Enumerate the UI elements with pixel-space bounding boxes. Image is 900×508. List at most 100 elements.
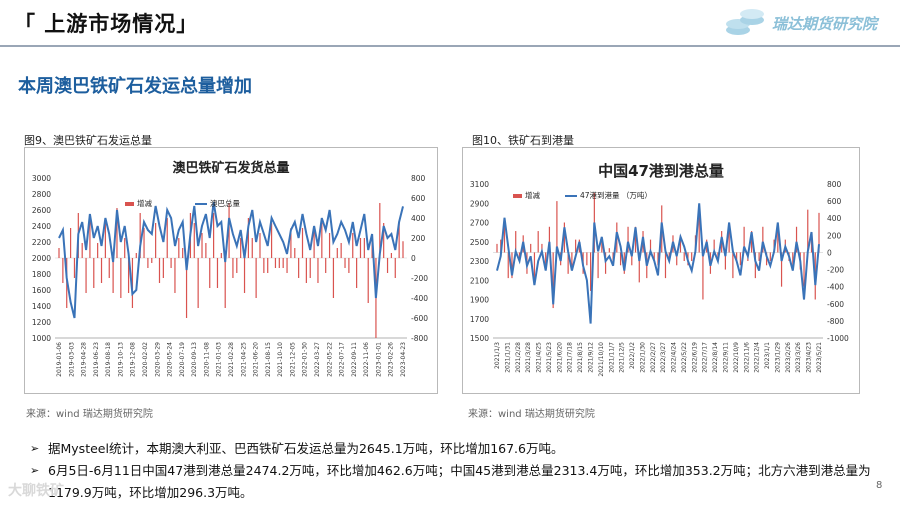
y-left-tick-label: 2400 [32,222,51,231]
bar-mark [58,248,60,258]
x-tick-label: 2021-12-05 [289,342,296,377]
x-tick-label: 2023/1/29 [774,342,781,373]
x-tick-label: 2020-02-02 [142,342,149,377]
bar-mark [301,228,304,258]
bar-mark [758,252,760,261]
bar-mark [120,258,122,298]
bar-mark [182,248,184,258]
figure-9-source: 来源：wind 瑞达期货研究院 [26,409,153,420]
bar-mark [363,238,365,258]
bar-mark [344,258,346,268]
bar-mark [124,238,126,258]
chart-2-svg: 中国47港到港总量 3100 2900 2700 2500 2300 2100 1900 170… [470,162,849,377]
bar-mark [325,258,327,273]
x-tick-label: 2019-06-23 [93,342,100,377]
page-number: 8 [876,480,883,491]
bar-mark [73,258,76,278]
x-tick-label: 2019-08-18 [105,342,112,377]
bar-mark [251,238,253,258]
x-tick-label: 2022/1/30 [639,342,646,373]
x-tick-label: 2023/5/21 [816,342,823,373]
y-right-tick-label: -1000 [827,334,849,343]
bar-mark [664,252,667,279]
chart-frame-1: 澳巴铁矿石发货总量 3000 2800 2600 2400 2200 2000 1800 160… [24,147,438,394]
bar-mark [93,258,95,288]
bar-mark [713,239,715,253]
x-tick-label: 2022/5/22 [681,342,688,373]
bar-mark [818,212,820,253]
x-tick-label: 2021/7/18 [567,342,574,373]
bar-mark [394,258,396,278]
bar-mark [286,258,288,273]
x-tick-label: 2021/1/3 [494,342,501,369]
x-tick-label: 2022-01-30 [302,342,309,377]
bar-mark [100,258,103,283]
y-right-tick-label: 800 [411,174,426,183]
x-tick-label: 2021-10-10 [277,342,284,377]
x-tick-label: 2022-05-22 [326,342,333,377]
y-right-tick-label: -800 [827,317,844,326]
bar-mark [541,243,543,253]
x-tick-label: 2021/12/5 [619,342,626,373]
x-tick-label: 2022/10/9 [733,342,740,373]
legend-label: 增减 [137,198,152,208]
x-tick-label: 2022/11/6 [743,342,750,373]
bar-mark [537,231,539,253]
bar-mark [545,252,547,270]
bar-mark [236,258,238,273]
y-left-tick-label: 1900 [470,296,489,305]
bar-mark [379,203,381,258]
x-tick-label: 2021-08-15 [265,342,272,377]
bar-mark [649,239,652,253]
bar-mark [530,243,532,253]
bar-mark [127,258,130,293]
bar-mark [552,252,554,309]
x-tick-label: 2021-04-25 [240,342,247,377]
line-series [58,201,404,319]
bullet-list: ➢ 据Mysteel统计，本期澳大利亚、巴西铁矿石发运总量为2645.1万吨，环… [30,438,880,504]
bar-mark [634,226,637,253]
y-right-tick-label: -600 [827,300,844,309]
x-tick-label: 2020-05-24 [167,342,174,377]
bar-mark [383,223,385,258]
bar-mark [511,252,513,279]
x-tick-label: 2021/9/12 [587,342,594,373]
x-tick-label: 2019-10-13 [117,342,124,377]
bar-mark [769,252,771,261]
y-left-tick-label: 3100 [470,180,489,189]
legend-label: 增减 [525,190,540,200]
y-left-tick-label: 3000 [32,174,51,183]
bar-mark [220,253,222,258]
bar-mark [209,258,211,288]
x-tick-label: 2023-04-23 [400,342,407,377]
x-tick-label: 2021/1/31 [504,342,511,373]
y-right-tick-label: 600 [411,194,426,203]
bar-mark [170,258,172,268]
figure-9-title: 图9、澳巴铁矿石发运总量 [24,134,152,147]
x-tick-label: 2019-03-03 [68,342,75,377]
y-left-tick-label: 1200 [32,318,51,327]
bar-mark [151,258,153,263]
x-tick-label: 2021/11/7 [608,342,615,373]
x-tick-label: 2023/3/26 [795,342,802,373]
bar-mark [751,231,753,253]
y-left-tick-label: 1800 [32,270,51,279]
bar-mark [259,233,261,258]
bar-mark [305,258,307,283]
x-tick-label: 2022/4/24 [671,342,678,373]
x-tick-label: 2022-03-27 [314,342,321,377]
bar-mark [89,218,91,258]
bar-mark [608,248,610,253]
bar-mark [131,258,134,308]
bar-mark [313,228,315,258]
y-right-tick-label: -400 [827,283,844,292]
bar-mark [612,252,614,261]
bar-mark [679,235,682,253]
bar-mark [216,258,219,288]
x-tick-label: 2020-11-08 [203,342,210,377]
bullet-text: 6月5日-6月11日中国47港到港总量2474.2万吨，环比增加462.6万吨；… [48,463,871,500]
x-tick-label: 2021-02-28 [228,342,235,377]
bar-mark [147,258,149,268]
bar-mark [597,252,599,279]
bar-mark [496,243,498,253]
